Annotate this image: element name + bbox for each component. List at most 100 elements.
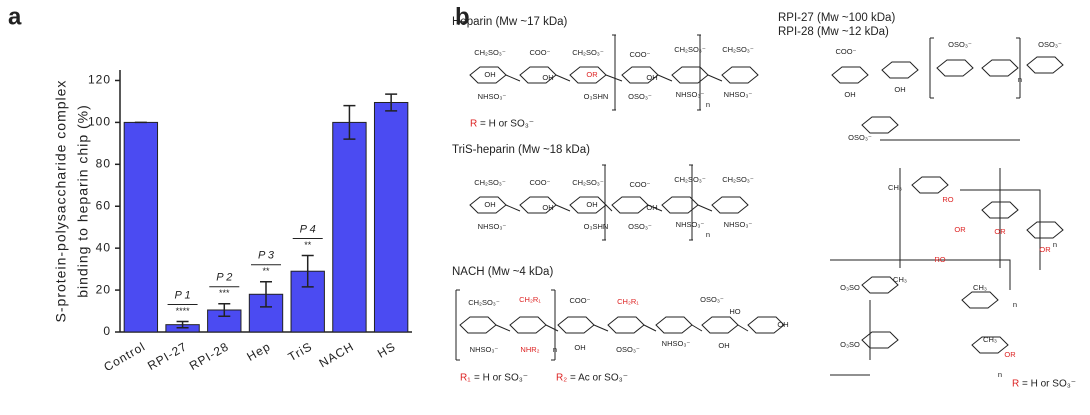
sugar-ring xyxy=(831,66,869,84)
y-tick-label: 60 xyxy=(96,198,111,212)
chemical-group: OH xyxy=(542,203,553,212)
chemical-group: CH₃ xyxy=(973,283,987,292)
chemical-group: n xyxy=(553,345,557,354)
x-tick-label: TriS xyxy=(286,339,315,364)
structure-title: RPI-28 (Mw ~12 kDa) xyxy=(778,26,889,38)
sugar-ring xyxy=(861,331,899,349)
chemical-group: OH xyxy=(894,85,905,94)
chemical-group: NHSO₃⁻ xyxy=(478,222,507,231)
chemical-group: OH xyxy=(484,70,495,79)
sugar-ring xyxy=(509,316,547,334)
chemical-group: CH₂SO₃⁻ xyxy=(722,175,754,184)
glycosidic-bonds xyxy=(505,204,713,212)
r-definition: = H or SO₃⁻ xyxy=(1022,379,1076,390)
sugar-ring xyxy=(936,59,974,77)
chemical-group: OR xyxy=(1004,350,1016,359)
structure-title: Heparin (Mw ~17 kDa) xyxy=(452,16,568,28)
sugar-ring xyxy=(655,316,693,334)
chemical-group: OH xyxy=(646,203,657,212)
r-symbol: R₁ xyxy=(460,373,471,384)
r-definition: = H or SO₃⁻ xyxy=(480,119,534,130)
structure-lines xyxy=(455,34,1041,376)
sugar-ring xyxy=(459,316,497,334)
x-tick-label: RPI-27 xyxy=(145,339,190,373)
chemical-group: HO xyxy=(729,307,740,316)
chemical-group: NHSO₃⁻ xyxy=(724,90,753,99)
x-tick-label: RPI-28 xyxy=(187,339,232,373)
chemical-group: CH₂SO₃⁻ xyxy=(674,175,706,184)
structure-title: TriS-heparin (Mw ~18 kDa) xyxy=(452,144,590,156)
chemical-group: NHR₂ xyxy=(520,345,539,354)
chemical-group: O₃SHN xyxy=(584,92,609,101)
sugar-ring xyxy=(661,196,699,214)
chemical-group: CH₂SO₃⁻ xyxy=(722,45,754,54)
sugar-ring xyxy=(981,59,1019,77)
chemical-group: COO⁻ xyxy=(529,48,550,57)
r-definition: = Ac or SO₃⁻ xyxy=(570,373,628,384)
bar xyxy=(332,121,367,333)
structure-title: RPI-27 (Mw ~100 kDa) xyxy=(778,12,895,24)
panel-label: b xyxy=(455,3,470,30)
sugar-ring xyxy=(671,66,709,84)
chemical-group: COO⁻ xyxy=(529,178,550,187)
chemical-group: OR xyxy=(994,227,1006,236)
chemical-group: OH xyxy=(777,320,788,329)
glycosidic-bonds xyxy=(495,324,749,332)
chemical-group: OH xyxy=(844,90,855,99)
bar xyxy=(123,121,159,333)
sugar-ring xyxy=(981,201,1019,219)
x-tick-label: Hep xyxy=(244,339,273,364)
r-symbol: R₂ xyxy=(556,373,567,384)
y-tick-label: 80 xyxy=(96,156,111,170)
sugar-ring xyxy=(607,316,645,334)
error-bar xyxy=(260,280,272,308)
chemical-group: RO xyxy=(942,195,953,204)
y-tick-label: 40 xyxy=(96,240,111,254)
chemical-group: OSO₃⁻ xyxy=(628,222,652,231)
chemical-group: n xyxy=(998,370,1002,379)
chemical-group: OSO₃⁻ xyxy=(848,133,872,142)
chemical-group: NHSO₃⁻ xyxy=(676,90,705,99)
sugar-ring xyxy=(911,176,949,194)
significance: ** xyxy=(262,266,270,276)
x-tick-label: NACH xyxy=(317,339,357,370)
sugar-ring xyxy=(1026,221,1064,239)
chemical-group: OH xyxy=(586,200,597,209)
y-axis-label: S-protein-polysaccharide complex xyxy=(53,80,69,323)
x-tick-label: Control xyxy=(101,339,148,374)
sugar-ring xyxy=(861,276,899,294)
comparison-label: P 3 xyxy=(258,250,275,262)
sugar-ring xyxy=(1026,56,1064,74)
chemical-group: CH₂SO₃⁻ xyxy=(572,48,604,57)
x-tick-label: HS xyxy=(375,339,398,360)
error-bar xyxy=(176,320,189,329)
comparison-label: P 2 xyxy=(216,272,232,284)
chemical-group: O₃SO xyxy=(840,340,860,349)
chemical-group: CH₃ xyxy=(983,335,997,344)
sugar-ring xyxy=(861,116,899,134)
chemical-group: COO⁻ xyxy=(569,296,590,305)
chemical-group: COO⁻ xyxy=(629,180,650,189)
chemical-group: RO xyxy=(934,255,945,264)
chemical-group: CH₂SO₃⁻ xyxy=(474,48,506,57)
significance: ** xyxy=(304,240,312,250)
chemical-group: NHSO₃⁻ xyxy=(724,220,753,229)
chemical-group: CH₂SO₃⁻ xyxy=(468,298,500,307)
chemical-group: OR xyxy=(954,225,966,234)
chemical-group: OSO₃⁻ xyxy=(948,40,972,49)
chemical-group: CH₃ xyxy=(893,275,907,284)
chemical-group: NHSO₃⁻ xyxy=(470,345,499,354)
chemical-group: CH₃ xyxy=(888,183,902,192)
chemical-group: O₃SO xyxy=(840,283,860,292)
chemical-group: OH xyxy=(646,73,657,82)
error-bar xyxy=(343,104,356,140)
sugar-ring xyxy=(971,336,1009,354)
chemical-group: OSO₃⁻ xyxy=(616,345,640,354)
error-bar xyxy=(301,254,314,288)
chemical-group: OSO₃⁻ xyxy=(628,92,652,101)
sugar-ring xyxy=(721,66,759,84)
chemical-group: CH₂R₁ xyxy=(519,295,541,304)
glycosidic-bonds xyxy=(505,74,723,82)
bar xyxy=(373,101,409,333)
